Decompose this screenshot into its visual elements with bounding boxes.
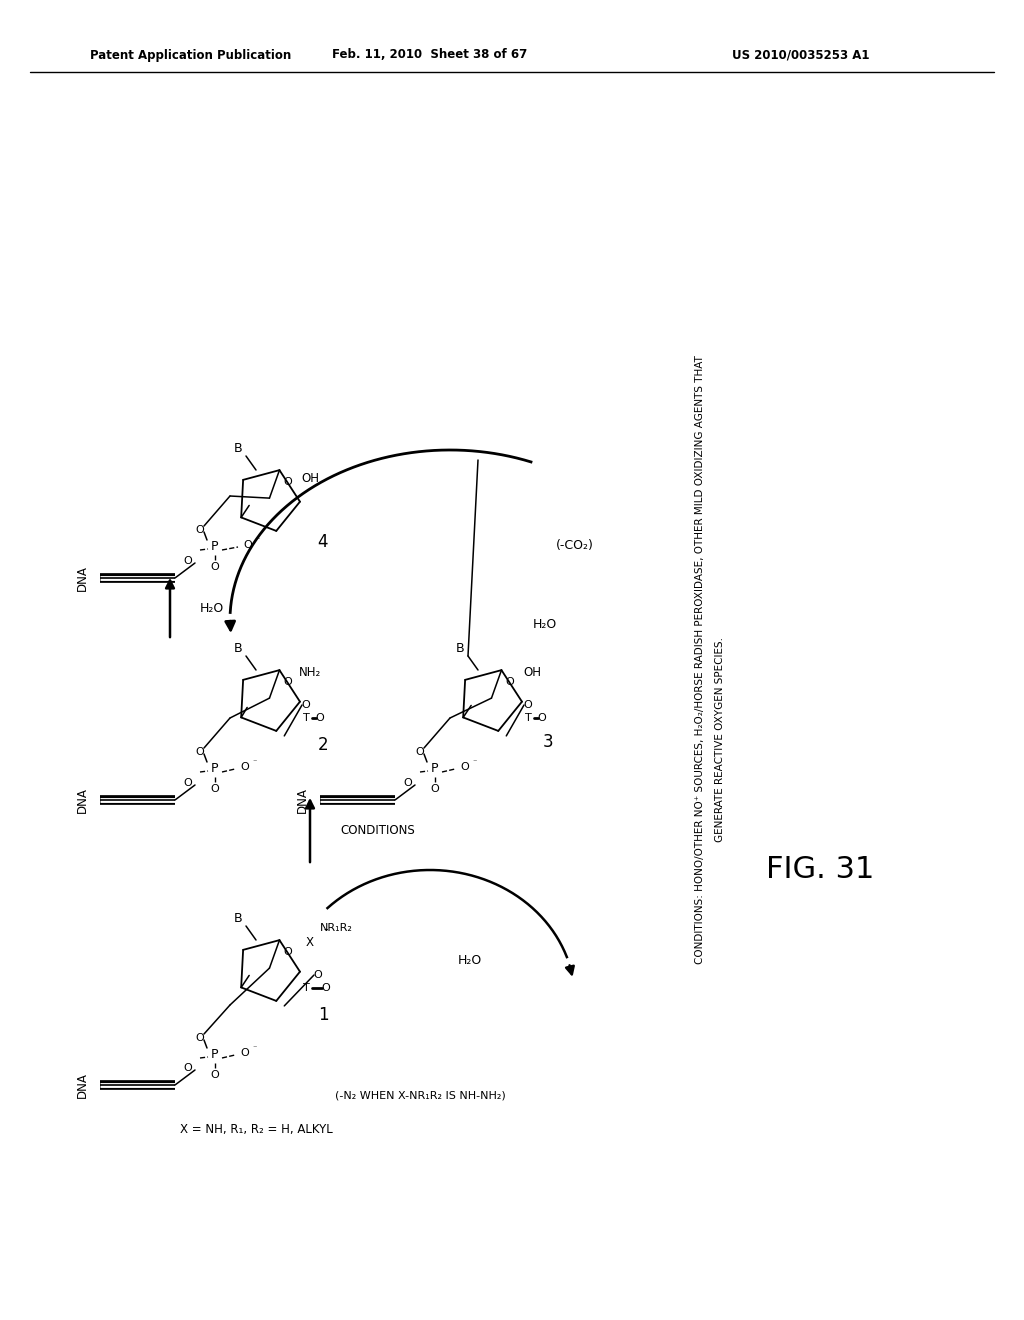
Text: O: O [403,777,413,788]
Text: H₂O: H₂O [458,953,482,966]
Text: O: O [284,677,293,686]
Text: CONDITIONS: CONDITIONS [340,824,415,837]
Text: B: B [233,642,243,655]
Text: CONDITIONS: HONO/OTHER NO⁺ SOURCES, H₂O₂/HORSE RADISH PEROXIDASE, OTHER MILD OXI: CONDITIONS: HONO/OTHER NO⁺ SOURCES, H₂O₂… [695,355,705,965]
Text: NH₂: NH₂ [299,665,322,678]
Text: O: O [431,784,439,795]
Text: O: O [183,1063,193,1073]
Text: B: B [233,912,243,924]
Text: Patent Application Publication: Patent Application Publication [90,49,291,62]
Text: X = NH, R₁, R₂ = H, ALKYL: X = NH, R₁, R₂ = H, ALKYL [180,1123,333,1137]
Text: T: T [303,713,309,723]
Text: 3: 3 [543,733,553,751]
Text: ⁻: ⁻ [473,758,477,767]
Text: DNA: DNA [296,787,308,813]
Text: B: B [456,642,464,655]
Text: O: O [244,540,252,550]
Text: (-CO₂): (-CO₂) [556,539,594,552]
Text: O: O [313,970,323,979]
Text: O: O [241,762,250,772]
Text: GENERATE REACTIVE OXYGEN SPECIES.: GENERATE REACTIVE OXYGEN SPECIES. [715,638,725,842]
Text: O: O [183,777,193,788]
Text: P: P [211,540,219,553]
Text: OH: OH [523,665,541,678]
Text: (-N₂ WHEN X-NR₁R₂ IS NH-NH₂): (-N₂ WHEN X-NR₁R₂ IS NH-NH₂) [335,1090,506,1100]
Text: O: O [211,784,219,795]
Text: O: O [538,713,547,723]
Text: O: O [284,477,293,487]
Text: ⁻: ⁻ [256,536,260,544]
Text: O: O [284,946,293,957]
Text: DNA: DNA [76,1072,88,1098]
Text: O: O [416,747,424,756]
Text: DNA: DNA [76,787,88,813]
Text: O: O [211,1071,219,1080]
Text: DNA: DNA [76,565,88,591]
Text: O: O [196,1034,205,1043]
Text: O: O [461,762,469,772]
Text: 2: 2 [317,737,329,754]
Text: H₂O: H₂O [532,619,557,631]
Text: O: O [506,677,514,686]
Text: O: O [315,713,325,723]
Text: ⁻: ⁻ [253,1044,257,1052]
Text: O: O [211,562,219,572]
Text: -: - [324,924,329,936]
Text: O: O [322,983,331,993]
Text: O: O [523,700,532,710]
Text: ⁻: ⁻ [253,758,257,767]
Text: NR₁R₂: NR₁R₂ [319,923,352,933]
Text: O: O [183,556,193,566]
Text: US 2010/0035253 A1: US 2010/0035253 A1 [732,49,870,62]
Text: 4: 4 [317,533,329,550]
Text: T: T [303,983,309,993]
Text: OH: OH [301,471,319,484]
Text: FIG. 31: FIG. 31 [766,855,874,884]
Text: B: B [233,441,243,454]
Text: O: O [241,1048,250,1059]
Text: P: P [211,1048,219,1061]
Text: P: P [211,763,219,776]
Text: O: O [302,700,310,710]
Text: T: T [524,713,531,723]
Text: H₂O: H₂O [200,602,224,615]
Text: O: O [196,525,205,535]
Text: X: X [306,936,314,949]
Text: 1: 1 [317,1006,329,1024]
Text: P: P [431,763,438,776]
Text: Feb. 11, 2010  Sheet 38 of 67: Feb. 11, 2010 Sheet 38 of 67 [333,49,527,62]
Text: O: O [196,747,205,756]
